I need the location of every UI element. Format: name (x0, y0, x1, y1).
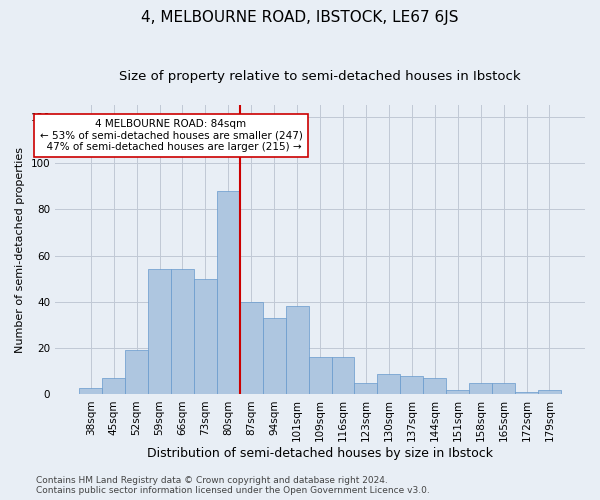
Text: 4 MELBOURNE ROAD: 84sqm
← 53% of semi-detached houses are smaller (247)
  47% of: 4 MELBOURNE ROAD: 84sqm ← 53% of semi-de… (40, 119, 302, 152)
Bar (469, 383, 492, 394)
Bar (400, 376, 423, 394)
Text: 4, MELBOURNE ROAD, IBSTOCK, LE67 6JS: 4, MELBOURNE ROAD, IBSTOCK, LE67 6JS (141, 10, 459, 25)
Bar (446, 390, 469, 394)
Bar (217, 190, 240, 394)
Bar (171, 270, 194, 394)
Bar (125, 350, 148, 395)
Bar (423, 378, 446, 394)
Bar (308, 358, 332, 395)
Bar (102, 378, 125, 394)
Bar (194, 278, 217, 394)
Bar (515, 392, 538, 394)
Bar (492, 383, 515, 394)
Bar (332, 358, 355, 395)
X-axis label: Distribution of semi-detached houses by size in Ibstock: Distribution of semi-detached houses by … (147, 447, 493, 460)
Text: Contains HM Land Registry data © Crown copyright and database right 2024.
Contai: Contains HM Land Registry data © Crown c… (36, 476, 430, 495)
Bar (355, 383, 377, 394)
Bar (148, 270, 171, 394)
Bar (240, 302, 263, 394)
Bar (79, 388, 102, 394)
Bar (263, 318, 286, 394)
Bar (538, 390, 561, 394)
Y-axis label: Number of semi-detached properties: Number of semi-detached properties (15, 146, 25, 352)
Bar (377, 374, 400, 394)
Title: Size of property relative to semi-detached houses in Ibstock: Size of property relative to semi-detach… (119, 70, 521, 83)
Bar (286, 306, 308, 394)
